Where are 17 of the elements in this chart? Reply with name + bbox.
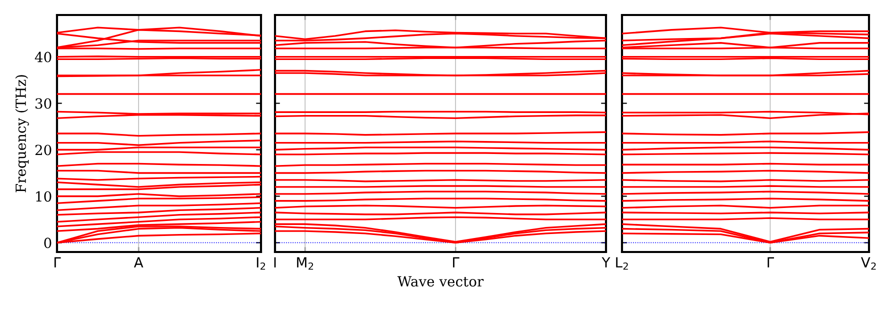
y-tick-label: 30 bbox=[36, 98, 52, 109]
y-tick-label: 10 bbox=[36, 191, 52, 202]
x-axis-title: Wave vector bbox=[397, 276, 484, 287]
x-tick-label: I$_{2}$ bbox=[256, 257, 266, 270]
y-tick-label: 40 bbox=[34, 52, 52, 62]
x-tick-label: I bbox=[274, 257, 276, 268]
y-axis-title: Frequency (THz) bbox=[15, 75, 29, 192]
x-tick-label: Γ bbox=[54, 257, 61, 268]
x-tick-label: Γ bbox=[768, 257, 774, 268]
x-tick-label: Y bbox=[602, 257, 610, 268]
x-tick-label: Γ bbox=[453, 257, 460, 268]
x-tick-label: L$_{2}$ bbox=[616, 257, 628, 270]
y-tick-label: 20 bbox=[35, 144, 52, 156]
x-tick-label: M$_{2}$ bbox=[297, 257, 314, 270]
y-tick-label: 0 bbox=[44, 238, 52, 248]
x-tick-label: V$_{2}$ bbox=[860, 257, 876, 270]
x-tick-label: A bbox=[134, 257, 144, 268]
